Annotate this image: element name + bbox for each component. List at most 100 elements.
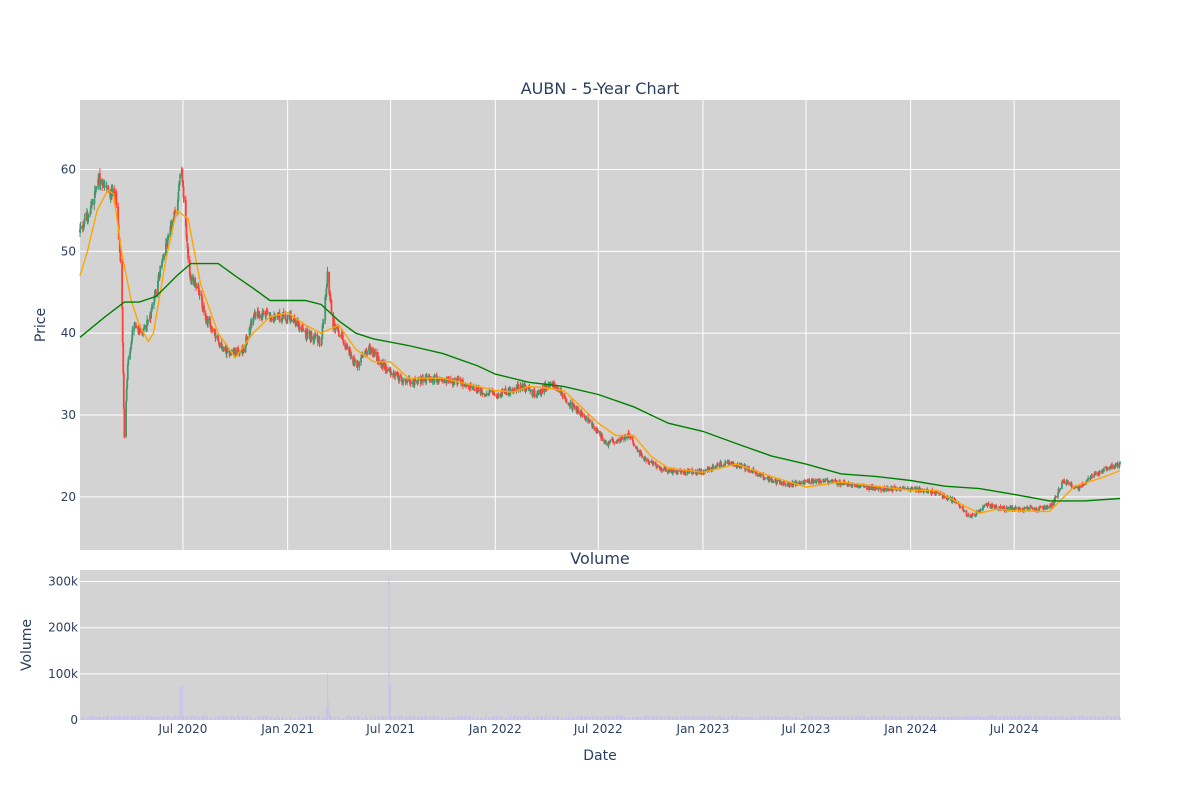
volume-bar bbox=[1051, 716, 1053, 720]
candle-body bbox=[1087, 478, 1090, 481]
volume-bar bbox=[1000, 716, 1002, 720]
candle-body bbox=[688, 471, 691, 472]
candle-body bbox=[1025, 507, 1028, 509]
volume-bar bbox=[1075, 718, 1077, 720]
candle-body bbox=[770, 479, 773, 482]
candle-body bbox=[994, 505, 997, 509]
candle-body bbox=[772, 480, 774, 482]
candle-body bbox=[632, 439, 634, 443]
volume-bar bbox=[928, 716, 930, 720]
volume-bar bbox=[992, 715, 994, 720]
volume-bar bbox=[442, 718, 444, 720]
price-y-tick-label: 60 bbox=[61, 163, 76, 177]
volume-bar bbox=[341, 718, 343, 720]
candle-body bbox=[611, 438, 614, 440]
candle-body bbox=[511, 389, 514, 391]
volume-bar bbox=[1015, 717, 1018, 720]
candle-body bbox=[93, 191, 96, 199]
candle-body bbox=[740, 463, 743, 467]
moving-average-lines bbox=[79, 188, 1121, 514]
candle-body bbox=[911, 488, 914, 490]
candle-body bbox=[436, 379, 439, 383]
volume-bar bbox=[550, 718, 552, 720]
volume-bar bbox=[520, 716, 523, 720]
volume-y-tick-label: 200k bbox=[48, 621, 78, 635]
candle-body bbox=[832, 480, 835, 482]
candle-body bbox=[237, 347, 240, 350]
volume-bar bbox=[1091, 717, 1093, 720]
volume-bar bbox=[277, 716, 279, 720]
candle-body bbox=[1115, 462, 1117, 467]
candle-body bbox=[815, 480, 818, 482]
date-x-tick-label: Jan 2022 bbox=[468, 722, 522, 736]
candle-body bbox=[865, 485, 868, 489]
candle-body bbox=[345, 345, 348, 347]
candle-body bbox=[227, 350, 229, 353]
candle-body bbox=[146, 319, 149, 328]
candle-body bbox=[828, 481, 831, 483]
candle-body bbox=[695, 472, 698, 473]
candle-body bbox=[361, 354, 364, 358]
candle-body bbox=[332, 322, 335, 329]
candle-body bbox=[316, 334, 319, 337]
volume-bar bbox=[800, 718, 803, 720]
volume-bar bbox=[980, 716, 982, 720]
candle-body bbox=[174, 211, 176, 215]
candle-body bbox=[497, 395, 500, 397]
candle-body bbox=[937, 491, 940, 493]
candle-body bbox=[564, 396, 567, 399]
volume-bar bbox=[755, 716, 757, 720]
volume-bar bbox=[465, 715, 468, 720]
candle-body bbox=[744, 466, 747, 471]
volume-bar bbox=[307, 717, 309, 720]
candle-body bbox=[592, 426, 595, 428]
candle-body bbox=[904, 487, 906, 489]
volume-bar bbox=[532, 717, 535, 720]
candle-body bbox=[571, 405, 574, 411]
volume-bar bbox=[284, 716, 287, 720]
candle-body bbox=[1113, 465, 1116, 468]
candle-body bbox=[958, 505, 961, 508]
volume-bar bbox=[862, 716, 864, 720]
candle-body bbox=[261, 311, 264, 318]
candle-body bbox=[527, 387, 530, 389]
candle-body bbox=[488, 392, 490, 395]
candle-body bbox=[708, 467, 711, 469]
candle-body bbox=[728, 462, 731, 464]
candle-body bbox=[209, 320, 212, 327]
volume-bar bbox=[1071, 716, 1073, 720]
candle-body bbox=[922, 490, 925, 493]
candle-body bbox=[531, 392, 534, 397]
candle-body bbox=[591, 421, 593, 426]
volume-bar bbox=[279, 718, 281, 720]
candle-body bbox=[270, 317, 273, 321]
candle-body bbox=[584, 416, 587, 420]
volume-bar bbox=[796, 718, 799, 720]
candle-body bbox=[182, 186, 185, 198]
candle-body bbox=[395, 371, 398, 376]
volume-bar bbox=[239, 717, 241, 720]
candle-body bbox=[356, 363, 359, 368]
volume-bar bbox=[191, 715, 193, 720]
candle-body bbox=[418, 376, 420, 378]
candle-body bbox=[521, 384, 524, 389]
volume-bar bbox=[462, 717, 464, 720]
candle-body bbox=[121, 261, 124, 308]
candle-body bbox=[253, 316, 255, 318]
volume-bar bbox=[645, 715, 647, 720]
candle-body bbox=[677, 470, 679, 472]
candle-body bbox=[622, 438, 625, 440]
candle-body bbox=[962, 510, 965, 512]
candle-body bbox=[336, 326, 339, 330]
volume-chart-title: Volume bbox=[570, 549, 630, 568]
volume-bar bbox=[635, 717, 637, 720]
candle-body bbox=[1079, 486, 1082, 488]
volume-bar bbox=[751, 715, 753, 720]
candle-body bbox=[629, 435, 632, 439]
date-x-ticks: Jul 2020 Jan 2021 Jul 2021 Jan 2022 Jul 2022… bbox=[158, 722, 1039, 736]
candle-body bbox=[1045, 505, 1047, 510]
candle-body bbox=[983, 506, 985, 508]
volume-bar bbox=[84, 718, 86, 720]
volume-bar bbox=[836, 716, 838, 720]
volume-bar bbox=[779, 716, 782, 720]
